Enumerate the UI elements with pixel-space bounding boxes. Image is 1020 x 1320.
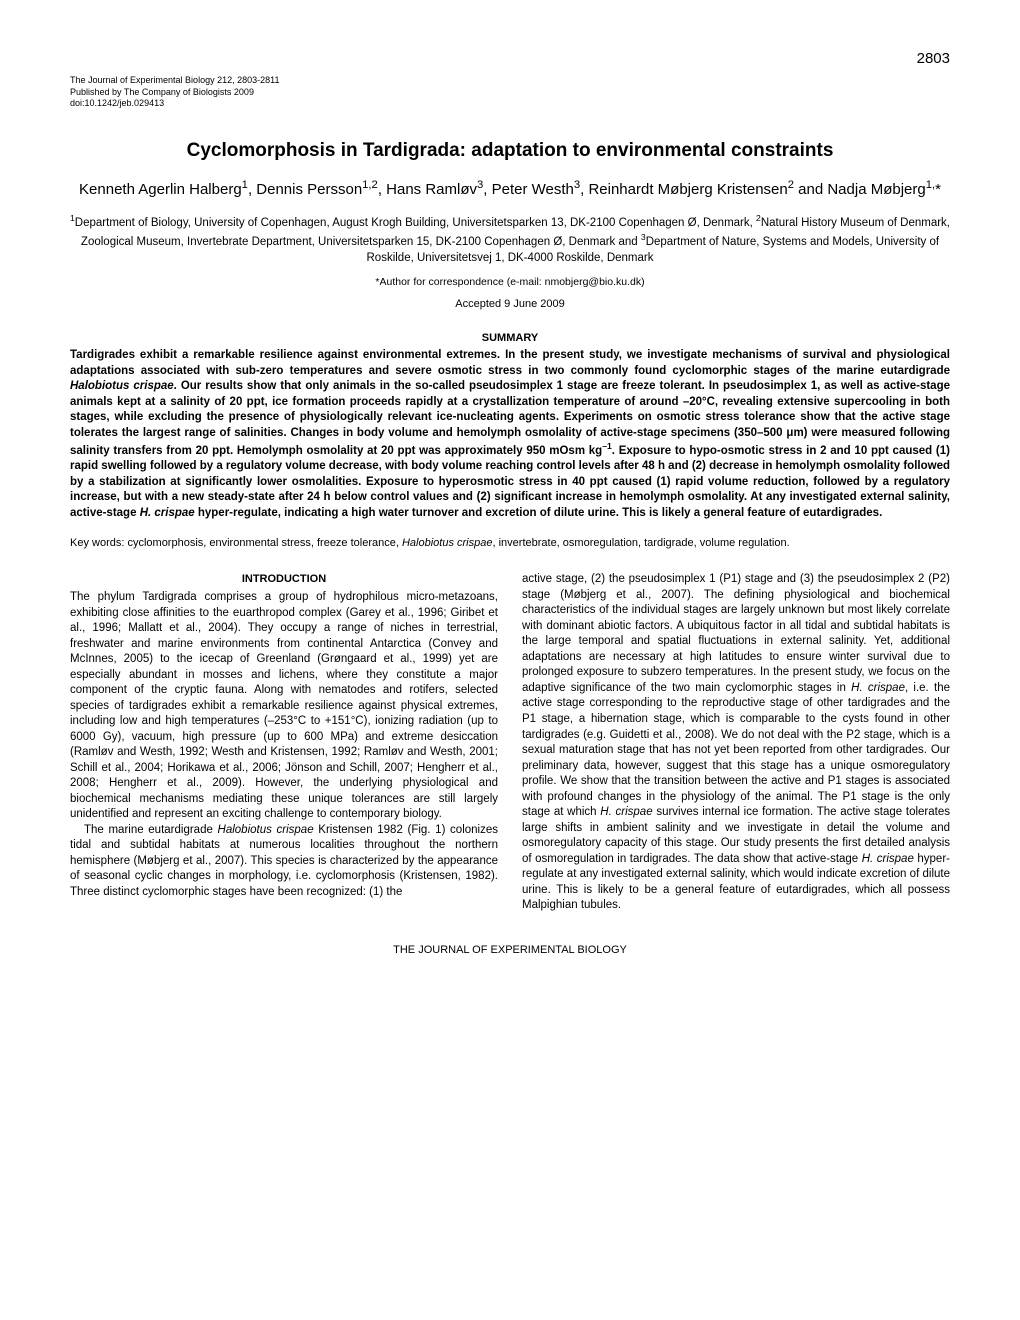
journal-line-3: doi:10.1242/jeb.029413 <box>70 98 950 110</box>
journal-line-1: The Journal of Experimental Biology 212,… <box>70 75 950 87</box>
left-column: INTRODUCTION The phylum Tardigrada compr… <box>70 572 498 913</box>
keywords: Key words: cyclomorphosis, environmental… <box>70 536 950 551</box>
article-title: Cyclomorphosis in Tardigrada: adaptation… <box>70 140 950 162</box>
intro-para-1: The phylum Tardigrada comprises a group … <box>70 590 498 823</box>
affiliations: 1Department of Biology, University of Co… <box>70 212 950 266</box>
footer-journal: THE JOURNAL OF EXPERIMENTAL BIOLOGY <box>70 944 950 956</box>
accepted-date: Accepted 9 June 2009 <box>70 298 950 310</box>
introduction-heading: INTRODUCTION <box>70 572 498 587</box>
intro-para-3: active stage, (2) the pseudosimplex 1 (P… <box>522 572 950 913</box>
journal-line-2: Published by The Company of Biologists 2… <box>70 87 950 99</box>
intro-para-2: The marine eutardigrade Halobiotus crisp… <box>70 823 498 901</box>
page-number: 2803 <box>70 50 950 67</box>
summary-heading: SUMMARY <box>70 332 950 344</box>
correspondence: *Author for correspondence (e-mail: nmob… <box>70 276 950 288</box>
summary-text: Tardigrades exhibit a remarkable resilie… <box>70 348 950 522</box>
journal-info: The Journal of Experimental Biology 212,… <box>70 75 950 110</box>
body-columns: INTRODUCTION The phylum Tardigrada compr… <box>70 572 950 913</box>
authors: Kenneth Agerlin Halberg1, Dennis Persson… <box>70 178 950 200</box>
right-column: active stage, (2) the pseudosimplex 1 (P… <box>522 572 950 913</box>
